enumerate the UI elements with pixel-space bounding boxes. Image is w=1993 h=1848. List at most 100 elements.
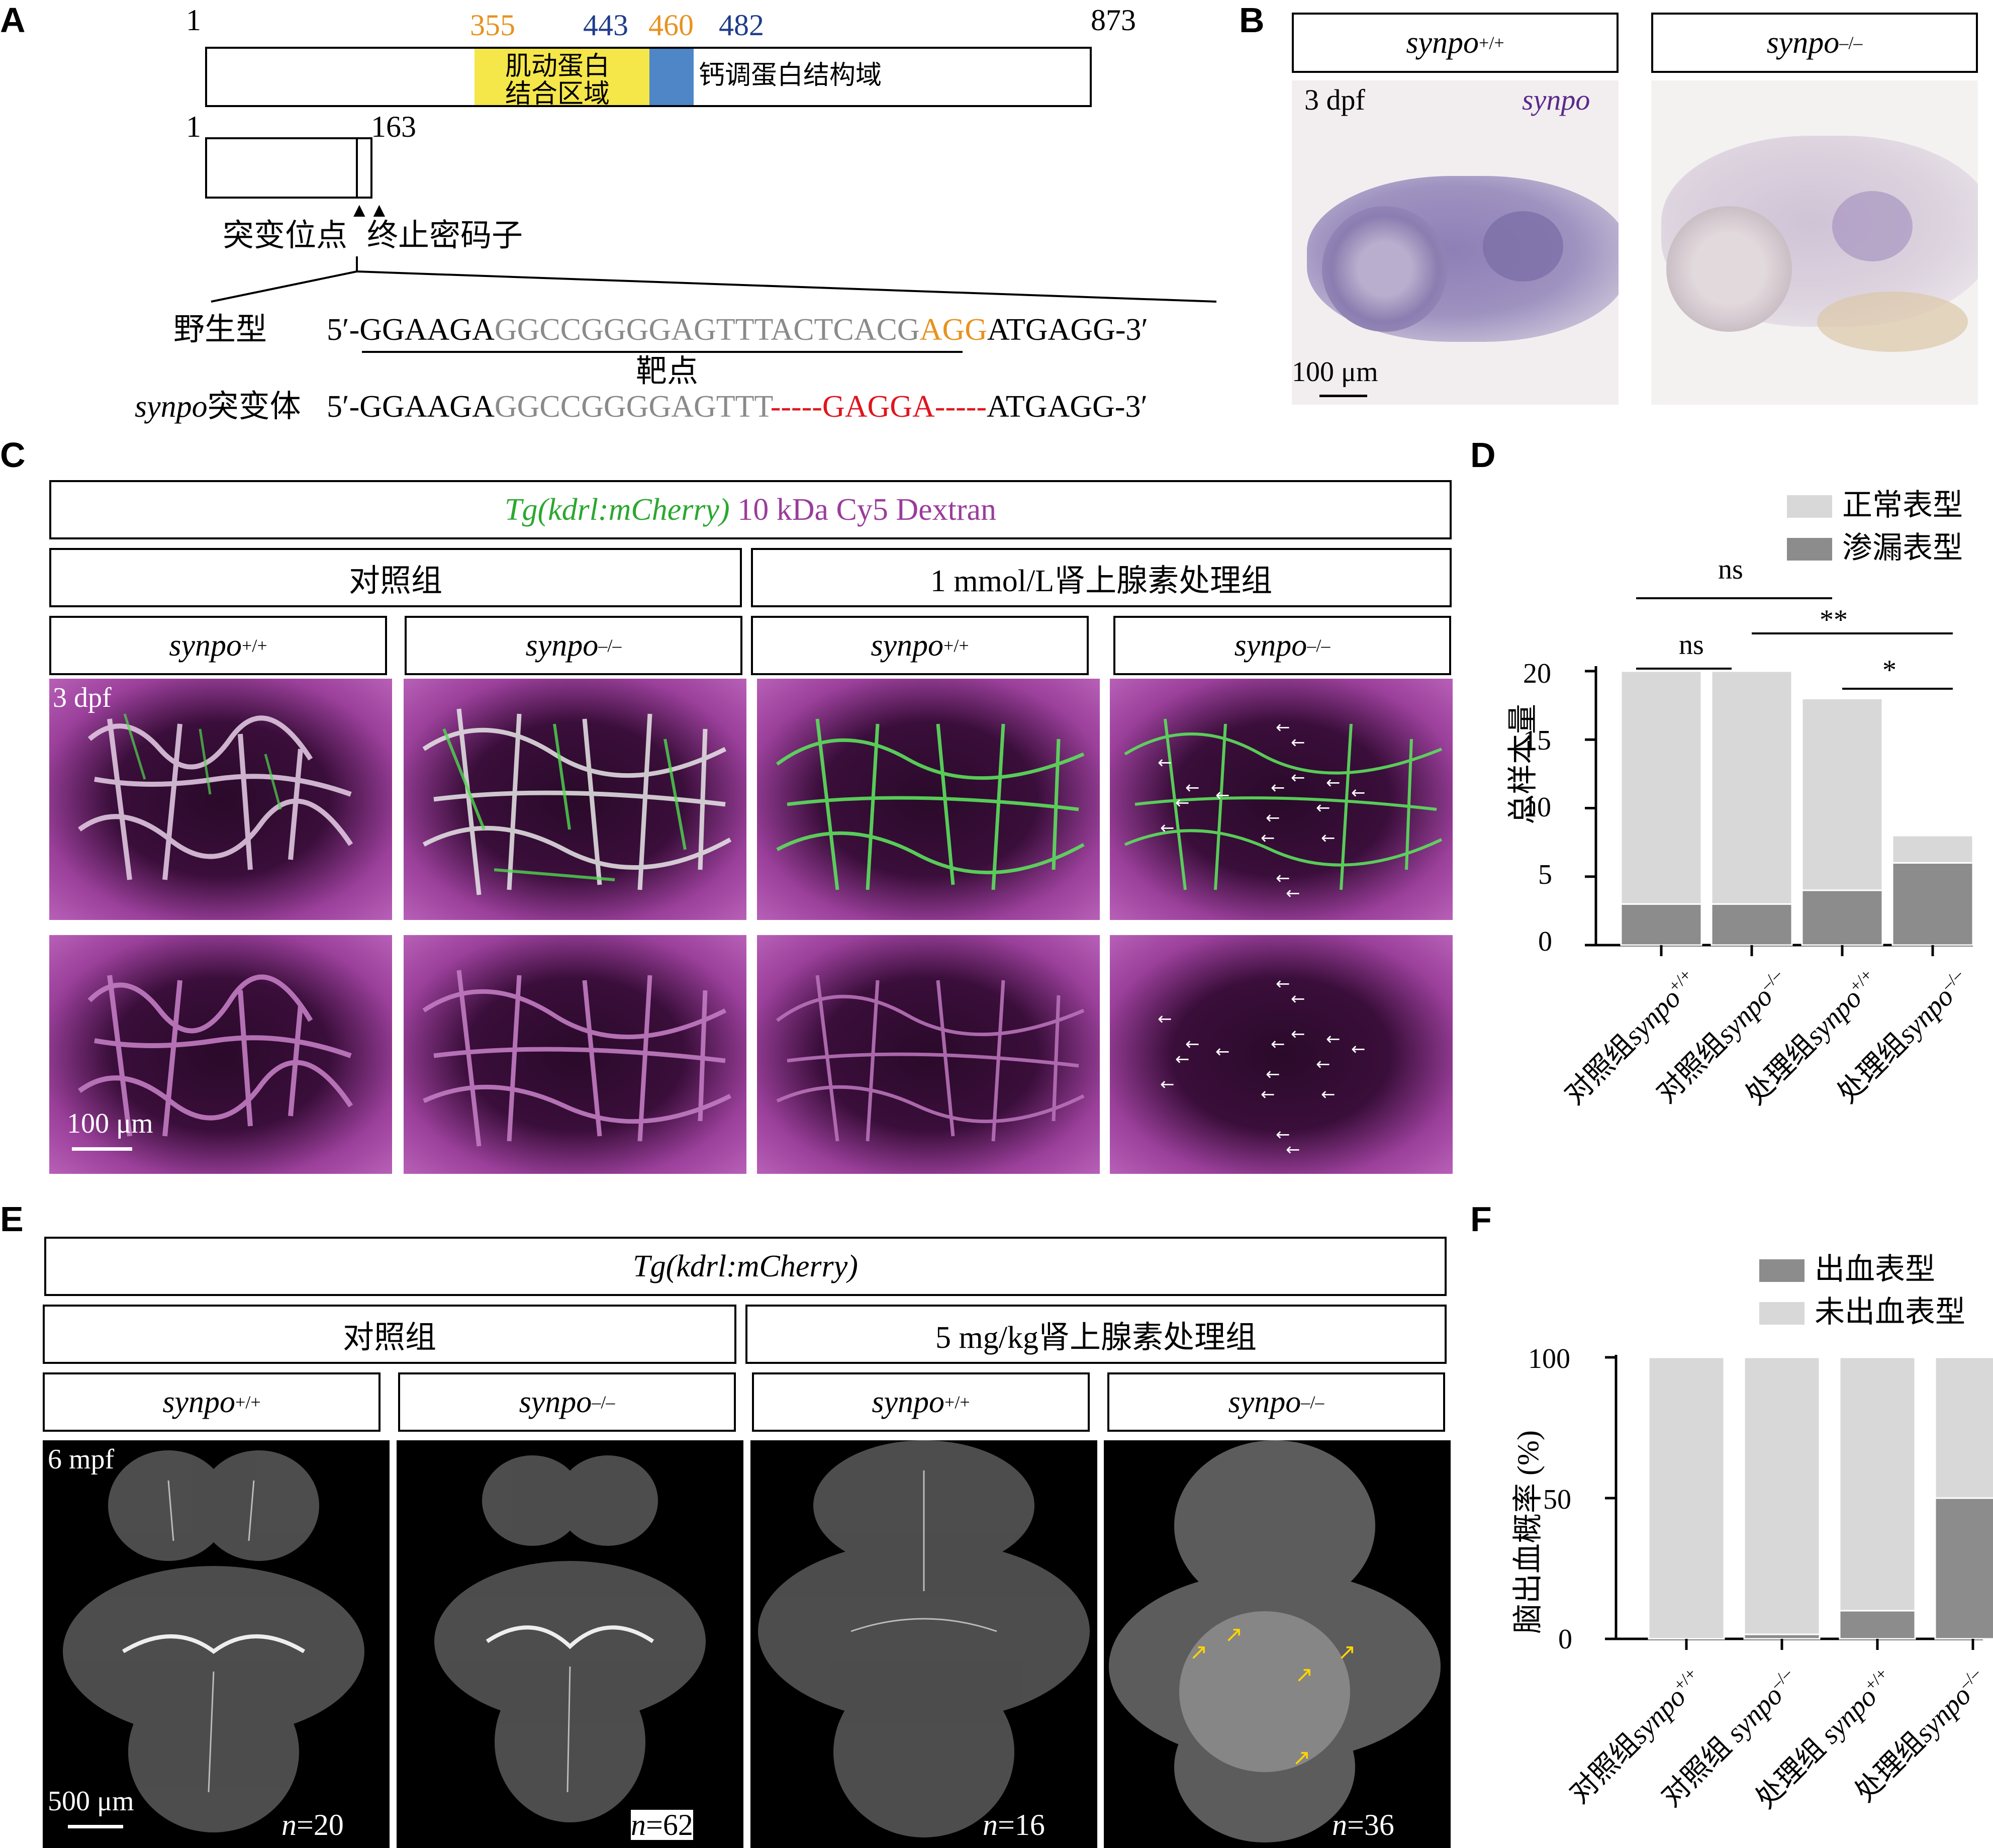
scale-label-e: 500 μm [48,1786,134,1817]
geno-c-4: synpo –/– [1113,616,1451,675]
confocal-c-r1-3 [757,679,1100,920]
protein-pos-460: 460 [648,9,694,42]
geno-e-2: synpo –/– [398,1372,736,1432]
bar-f-1-2 [1839,1356,1916,1612]
confocal-c-r1-1 [49,679,392,920]
panel-letter-b: B [1239,1,1265,40]
sig-star: * [1882,655,1896,686]
legend-leak: 渗漏表型 [1842,531,1963,565]
calm-domain-label: 钙调蛋白结构域 [699,61,882,90]
ytick-f-100: 100 [1528,1343,1570,1374]
geno-c-3: synpo +/+ [751,616,1089,675]
ytick-f-50: 50 [1543,1484,1571,1515]
bar-f-0-3 [1934,1497,1993,1640]
legend-swatch-bleed [1759,1259,1805,1282]
bar-d-0-1 [1711,903,1793,946]
wt-label: 野生型 [173,313,267,347]
protein-pos-873: 873 [1091,4,1136,37]
group-ctrl-e: 对照组 [43,1305,736,1364]
legend-nobleed: 未出血表型 [1815,1296,1965,1329]
bar-f-1-3 [1934,1356,1993,1499]
bar-d-1-0 [1620,670,1702,905]
stage-c: 3 dpf [53,682,112,713]
bar-d-1-3 [1891,835,1974,864]
panel-letter-e: E [0,1199,24,1239]
scale-bar-c [72,1147,132,1151]
header-wt-b: synpo +/+ [1292,13,1619,73]
confocal-c-r2-4: ← ← ← ← ← ← ← ← ← ← ← ← ← ← ← ← ← [1110,935,1453,1174]
protein-pos-355: 355 [470,9,515,42]
confocal-c-r2-1 [49,935,392,1174]
target-label: 靶点 [636,354,699,389]
bar-d-0-3 [1891,862,1974,946]
ytick-d-15: 15 [1523,725,1551,756]
group-ctrl-c: 对照组 [49,548,742,607]
confocal-c-r1-4: ← ← ← ← ← ← ← ← ← ← ← ← ← ← ← ← ← [1110,679,1453,920]
bar-d-0-0 [1620,903,1702,946]
geno-c-1: synpo +/+ [49,616,387,675]
scale-bar-b [1319,395,1367,397]
ytick-d-10: 10 [1523,792,1551,823]
protein-pos-1: 1 [186,4,201,37]
mut-site-label: 突变位点 [223,219,348,253]
ytick-d-20: 20 [1523,658,1551,689]
group-treat-c: 1 mmol/L肾上腺素处理组 [751,548,1452,607]
confocal-c-r2-2 [404,935,746,1174]
brain-e-3 [750,1440,1097,1848]
scale-bar-e [68,1825,123,1828]
ytick-f-0: 0 [1558,1624,1572,1655]
bar-f-0-2 [1839,1610,1916,1640]
ish-wt-image [1292,80,1619,405]
title-box-e: Tg(kdrl:mCherry) [44,1237,1447,1296]
ytick-d-5: 5 [1538,859,1552,890]
protein-pos-443: 443 [583,9,628,42]
legend-swatch-nobleed [1759,1302,1805,1325]
sig-double-star: ** [1820,604,1848,635]
ish-mut-image [1651,80,1978,405]
brain-e-1 [43,1440,390,1848]
scale-label-b: 100 μm [1292,356,1378,388]
chart-d [1585,597,1974,956]
bar-f-1-0 [1648,1356,1725,1640]
legend-bleed: 出血表型 [1815,1253,1935,1286]
stage-e: 6 mpf [48,1444,115,1475]
actin-domain-label: 肌动蛋白 结合区域 [505,52,610,109]
legend-swatch-normal [1787,495,1832,518]
mutant-label: synpo突变体 [135,390,301,424]
bar-d-0-2 [1801,889,1883,946]
probe-label-b: synpo [1522,83,1590,116]
n-e-4: n=36 [1332,1808,1394,1841]
confocal-c-r1-2 [404,679,746,920]
n-e-1: n=20 [281,1808,344,1841]
scale-label-c: 100 μm [67,1108,153,1139]
calmodulin-domain [649,49,694,105]
legend-normal: 正常表型 [1842,489,1963,522]
panel-letter-c: C [0,435,26,475]
panel-letter-d: D [1470,435,1496,475]
brain-e-4: ↗ ↗ ↗ ↗ ↗ [1104,1440,1451,1848]
geno-e-1: synpo +/+ [43,1372,381,1432]
protein-pos-482: 482 [719,9,764,42]
header-mut-b: synpo –/– [1651,13,1978,73]
ytick-d-0: 0 [1538,926,1552,957]
brain-e-2 [397,1440,743,1848]
panel-letter-f: F [1470,1199,1492,1239]
sig-ns-1: ns [1718,554,1743,585]
protein-bar [205,47,1092,107]
actin-binding-domain [474,49,649,105]
panel-letter-a: A [0,1,26,40]
truncated-protein-bar [205,137,372,199]
mut-pos-163: 163 [371,110,416,143]
group-treat-e: 5 mg/kg肾上腺素处理组 [745,1305,1447,1364]
title-box-c: Tg(kdrl:mCherry) 10 kDa Cy5 Dextran [49,480,1452,539]
n-e-3: n=16 [983,1808,1045,1841]
mut-divider [356,137,358,199]
bar-d-1-1 [1711,670,1793,905]
stop-codon-label: 终止密码子 [367,219,523,253]
mutant-sequence: 5′-GGAAGAGGCCGGGGAGTTT-----GAGGA-----ATG… [327,390,1148,424]
geno-e-3: synpo +/+ [752,1372,1090,1432]
stage-b: 3 dpf [1304,83,1365,116]
mut-pos-1: 1 [186,110,201,143]
bar-d-1-2 [1801,698,1883,891]
bar-f-1-1 [1743,1356,1821,1635]
